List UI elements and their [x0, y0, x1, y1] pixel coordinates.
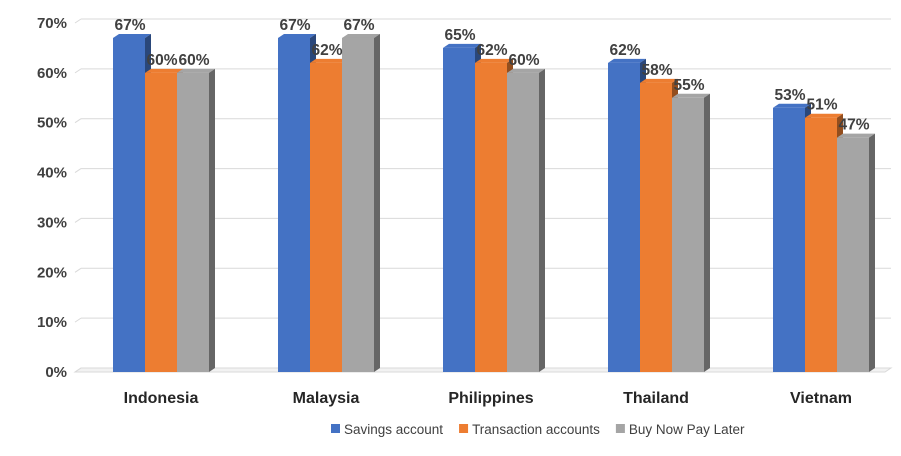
bar-front-face: [475, 62, 507, 373]
data-label: 67%: [343, 17, 374, 34]
y-tick-label: 50%: [37, 115, 67, 132]
bar-top-face: [640, 78, 678, 83]
gridline-side: [74, 267, 82, 273]
bar-front-face: [145, 72, 177, 372]
y-tick-label: 30%: [37, 214, 67, 231]
bar-side-face: [374, 33, 380, 372]
bar-top-face: [773, 103, 811, 108]
bar-side-face: [209, 68, 215, 372]
data-label: 51%: [806, 97, 837, 114]
gridline-side: [74, 18, 82, 24]
bar-front-face: [443, 47, 475, 373]
y-tick-label: 70%: [37, 15, 67, 32]
data-label: 62%: [311, 42, 342, 59]
data-label: 53%: [774, 87, 805, 104]
data-label: 62%: [609, 42, 640, 59]
bar: [773, 103, 811, 372]
bar-top-face: [278, 33, 316, 38]
gridline-side: [74, 218, 82, 223]
bar-top-face: [310, 58, 348, 63]
bar: [177, 68, 215, 372]
legend-swatch: [331, 424, 340, 433]
bar-front-face: [278, 37, 310, 372]
bar-front-face: [805, 117, 837, 372]
gridline-side: [74, 367, 82, 373]
x-tick-label: Indonesia: [124, 390, 199, 407]
bar-front-face: [177, 72, 209, 372]
bar-top-face: [177, 68, 215, 73]
y-tick-label: 20%: [37, 264, 67, 281]
bar: [342, 33, 380, 372]
bar-front-face: [837, 137, 869, 372]
gridline-side: [74, 68, 82, 74]
legend-label: Transaction accounts: [472, 422, 600, 437]
bar-top-face: [805, 113, 843, 118]
bar-top-face: [608, 58, 646, 63]
data-labels: 67%60% 60%67%62%67%65%62%60%62%58%55%53%5…: [114, 17, 869, 134]
y-tick-label: 0%: [45, 364, 67, 381]
data-label: 62%: [476, 42, 507, 59]
data-label: 60%: [508, 52, 539, 69]
x-tick-label: Philippines: [448, 390, 533, 407]
bar: [837, 133, 875, 372]
bar-front-face: [773, 107, 805, 372]
gridline-side: [74, 317, 82, 323]
bar-front-face: [640, 82, 672, 372]
bar-top-face: [672, 93, 710, 98]
bar-front-face: [342, 37, 374, 372]
bar-top-face: [342, 33, 380, 38]
bar-top-face: [475, 58, 513, 63]
legend-label: Savings account: [344, 422, 443, 437]
data-label: 67%: [114, 17, 145, 34]
bar-front-face: [113, 37, 145, 372]
bars: [113, 33, 875, 373]
bar: [507, 68, 545, 372]
bar-side-face: [539, 68, 545, 372]
bar-top-face: [113, 33, 151, 38]
bar-side-face: [869, 133, 875, 372]
bar-side-face: [704, 93, 710, 373]
data-label: 58%: [641, 62, 672, 79]
y-tick-label: 40%: [37, 165, 67, 182]
bar-top-face: [837, 133, 875, 138]
bar-top-face: [145, 68, 183, 73]
data-label: 60%: [146, 52, 177, 69]
legend: Savings account Transaction accounts Buy N…: [331, 422, 745, 437]
legend-swatch: [615, 424, 625, 433]
bar-front-face: [672, 97, 704, 373]
bar: [672, 93, 710, 373]
gridline-side: [74, 118, 82, 124]
data-label: 47%: [838, 117, 869, 134]
legend-label: Buy Now Pay Later: [629, 422, 745, 437]
bar-front-face: [608, 62, 640, 373]
data-label: 60%: [178, 52, 209, 69]
bar-top-face: [507, 68, 545, 73]
legend-swatch: [459, 424, 469, 433]
bar-front-face: [310, 62, 342, 373]
y-tick-label: 60%: [37, 65, 67, 82]
data-label: 55%: [673, 77, 704, 94]
bar-front-face: [507, 72, 539, 372]
gridline-side: [74, 168, 82, 173]
x-tick-label: Vietnam: [790, 390, 852, 407]
data-label: 65%: [444, 27, 475, 44]
bar-top-face: [443, 43, 481, 48]
x-tick-label: Thailand: [623, 390, 689, 407]
x-tick-label: Malaysia: [293, 390, 360, 407]
gridlines: 0% 10% 20% 30% 40% 50% 60% 70%: [37, 15, 891, 381]
y-tick-label: 10%: [37, 314, 67, 331]
data-label: 67%: [279, 17, 310, 34]
